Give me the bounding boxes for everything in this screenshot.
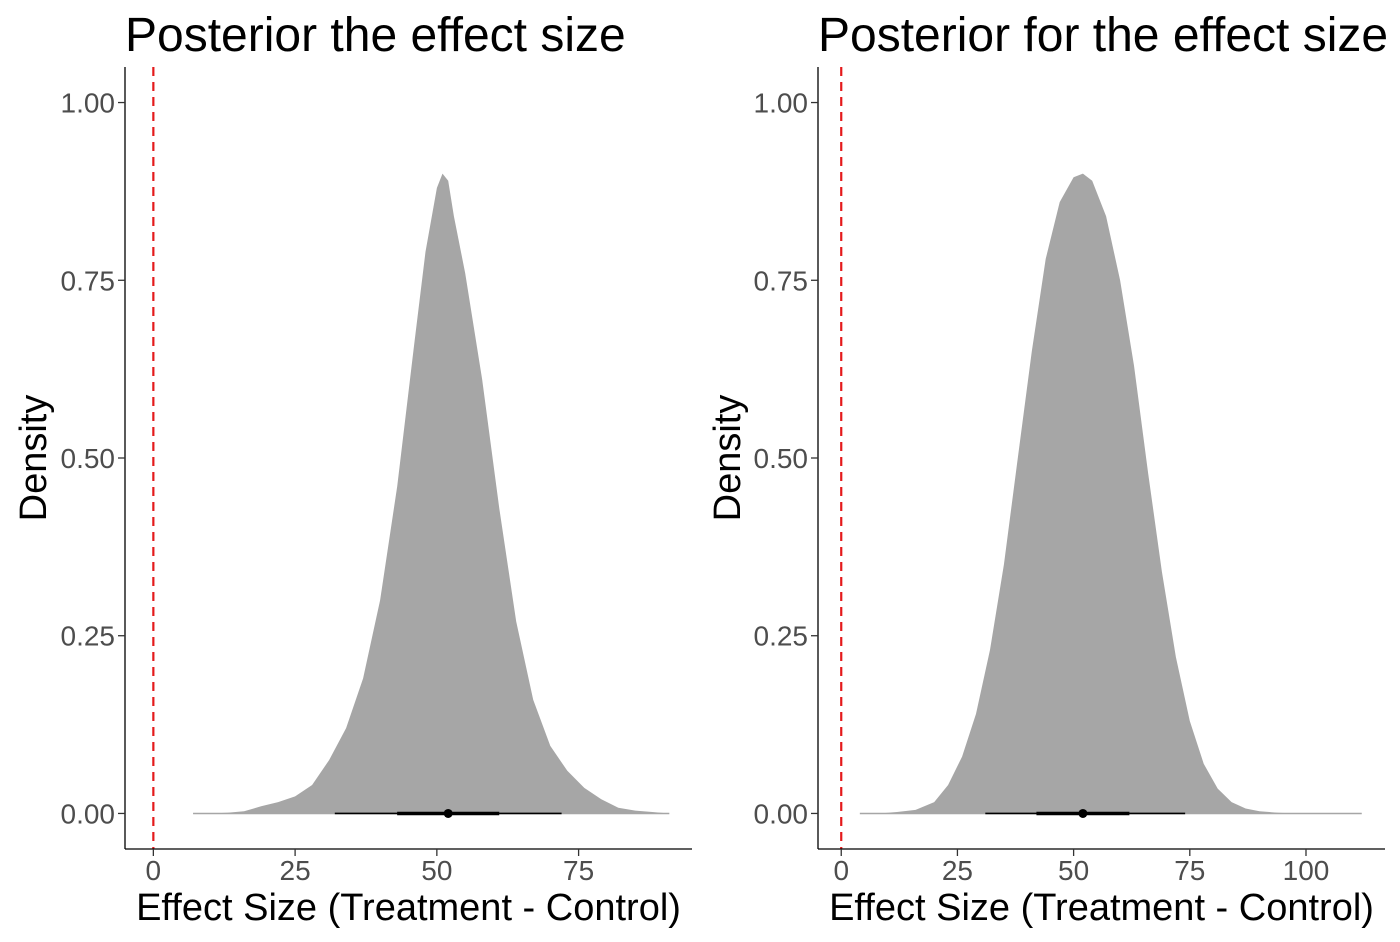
x-tick-label: 0 [833, 855, 849, 886]
x-axis-label: Effect Size (Treatment - Control) [829, 887, 1374, 929]
x-tick-label: 0 [146, 855, 162, 886]
x-tick-label: 50 [1058, 855, 1089, 886]
interval-point [443, 808, 453, 818]
x-tick-label: 25 [280, 855, 311, 886]
y-tick-label: 0.75 [61, 265, 116, 296]
y-axis-label: Density [707, 395, 749, 522]
y-tick-label: 0.50 [61, 443, 116, 474]
x-axis-label: Effect Size (Treatment - Control) [136, 887, 681, 929]
y-tick-label: 0.25 [754, 621, 809, 652]
x-tick-label: 50 [421, 855, 452, 886]
x-tick-label: 75 [1174, 855, 1205, 886]
x-tick-label: 25 [942, 855, 973, 886]
interval-point [1078, 808, 1088, 818]
x-tick-label: 100 [1283, 855, 1330, 886]
y-tick-label: 0.25 [61, 621, 116, 652]
y-tick-label: 0.00 [754, 798, 809, 829]
chart-title: Posterior for the effect size [818, 9, 1388, 62]
chart-title: Posterior the effect size [125, 9, 626, 62]
y-axis-label: Density [13, 395, 55, 522]
chart-panel-1: 0.00 0.25 0.50 0.75 1.00 0 25 50 75 Posterior the… [13, 9, 692, 929]
y-tick-label: 0.00 [61, 798, 116, 829]
density-area [193, 173, 670, 814]
y-tick-label: 1.00 [61, 88, 116, 119]
y-tick-label: 1.00 [754, 88, 809, 119]
density-area [859, 173, 1362, 814]
x-tick-label: 75 [563, 855, 594, 886]
chart-panel-2: 0.00 0.25 0.50 0.75 1.00 0 25 50 75 100 Posterior … [707, 9, 1388, 929]
y-tick-label: 0.75 [754, 265, 809, 296]
y-tick-label: 0.50 [754, 443, 809, 474]
